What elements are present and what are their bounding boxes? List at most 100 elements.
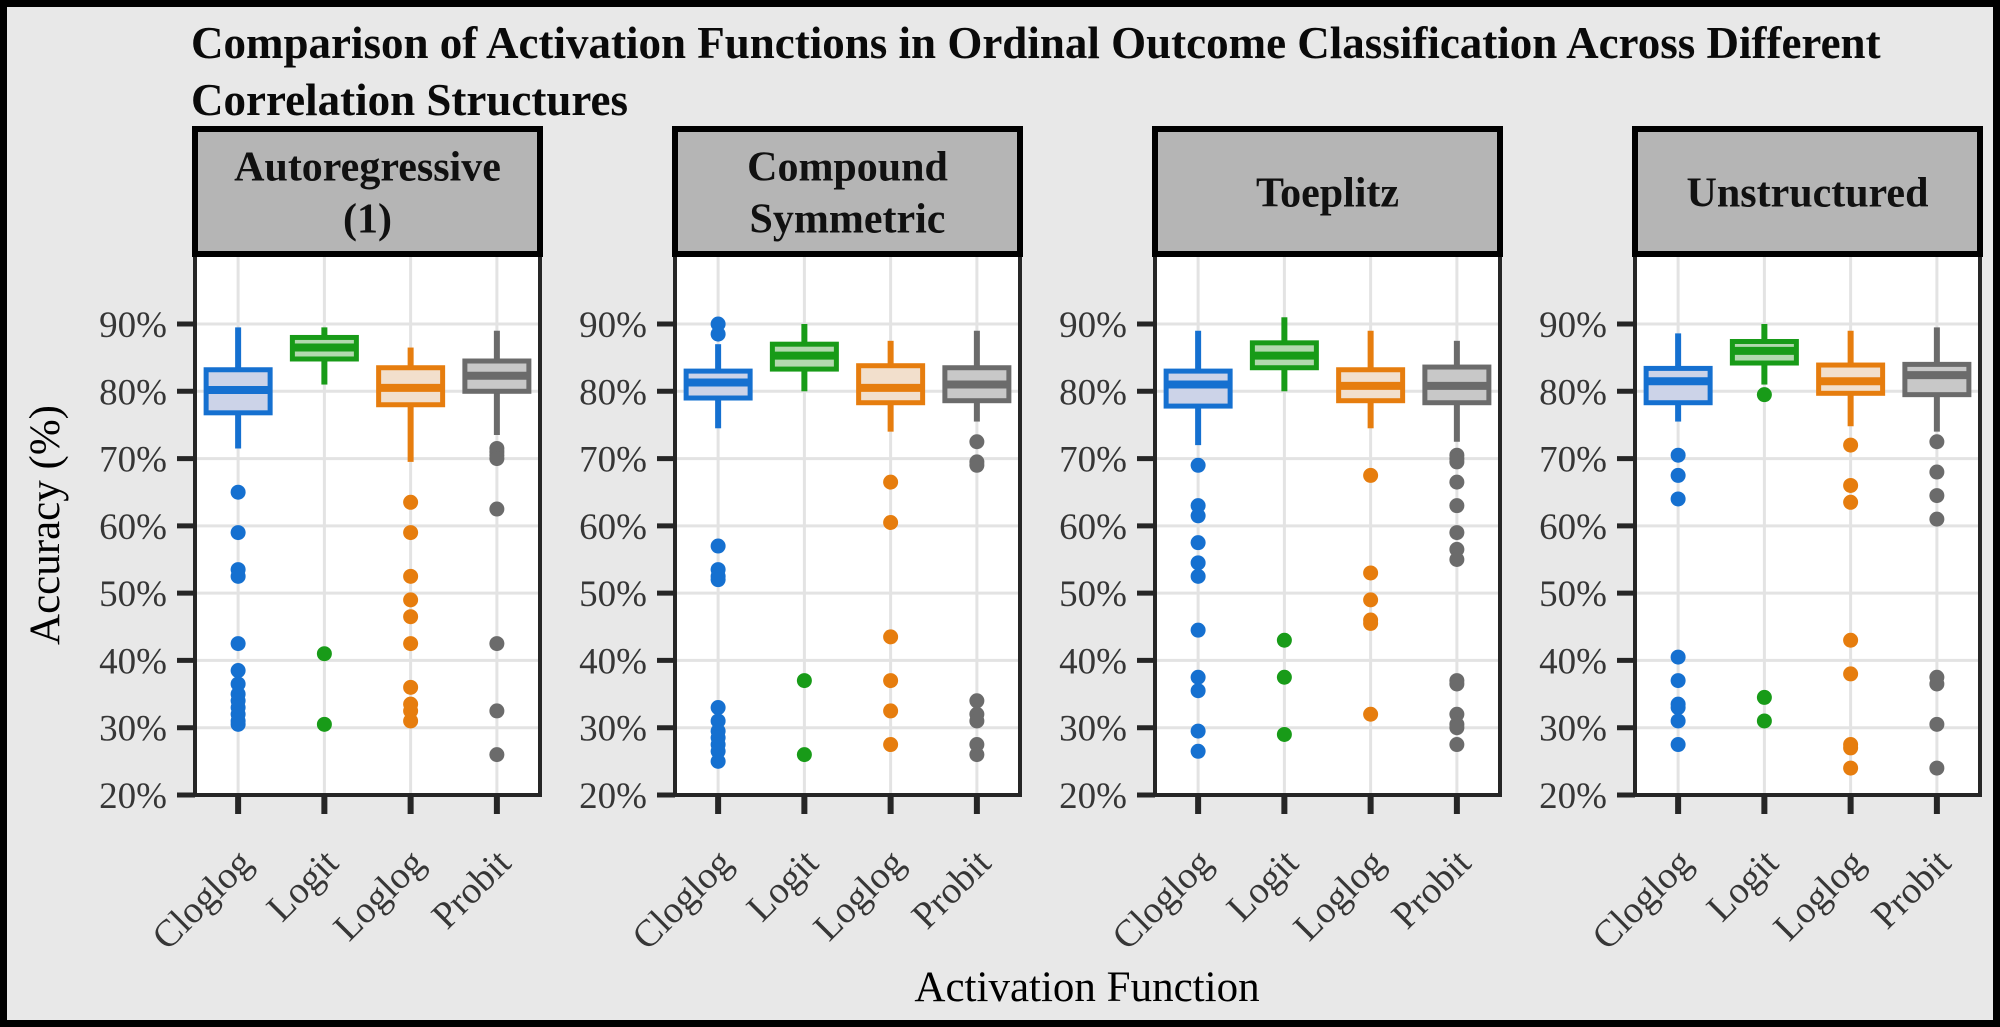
y-tick-label: 50% (1059, 574, 1127, 615)
outlier-dot (1843, 666, 1859, 682)
outlier-dot (883, 629, 899, 645)
y-tick-label: 30% (1059, 709, 1127, 750)
iqr-box (1163, 368, 1233, 409)
outlier-dot (1929, 488, 1945, 504)
outlier-dot (969, 693, 985, 709)
facet-strip (1632, 126, 1983, 257)
outlier-dot (969, 747, 985, 763)
outlier-dot (1670, 649, 1686, 665)
outlier-dot (489, 636, 505, 652)
y-tick-label: 70% (1059, 440, 1127, 481)
outlier-dot (1363, 592, 1379, 608)
y-tick-label: 30% (99, 709, 167, 750)
outlier-dot (796, 673, 812, 689)
facet-strip (672, 126, 1023, 257)
outlier-dot (1276, 669, 1292, 685)
y-tick-label: 40% (99, 641, 167, 682)
outlier-dot (1843, 437, 1859, 453)
outlier-dot (1190, 535, 1206, 551)
outlier-dot (1276, 632, 1292, 648)
y-tick-label: 70% (579, 440, 647, 481)
y-tick-label: 60% (99, 507, 167, 548)
y-tick-label: 90% (1539, 305, 1607, 346)
outlier-dot (1190, 683, 1206, 699)
outlier-dot (796, 747, 812, 763)
outlier-dot (230, 716, 246, 732)
boxplot-canvas: 90%80%70%60%50%40%30%20%CloglogLogitLogl… (22, 126, 1983, 1011)
outlier-dot (1670, 673, 1686, 689)
outlier-dot (403, 609, 419, 625)
outlier-dot (489, 703, 505, 719)
outlier-dot (1276, 726, 1292, 742)
outlier-dot (1670, 467, 1686, 483)
y-tick-label: 80% (1539, 372, 1607, 413)
outlier-dot (489, 451, 505, 467)
outlier-dot (316, 716, 332, 732)
outlier-dot (230, 636, 246, 652)
outlier-dot (1190, 568, 1206, 584)
y-tick-label: 30% (1539, 709, 1607, 750)
y-tick-label: 80% (1059, 372, 1127, 413)
outlier-dot (403, 494, 419, 510)
y-tick-label: 50% (579, 574, 647, 615)
outlier-dot (1756, 387, 1772, 403)
facet-strip-label: Toeplitz (1256, 171, 1399, 217)
outlier-dot (230, 663, 246, 679)
outlier-dot (1670, 713, 1686, 729)
outlier-dot (1449, 552, 1465, 567)
outlier-dot (1843, 740, 1859, 756)
facet-strip-label: (1) (343, 197, 392, 243)
chart-title: Comparison of Activation Functions in Or… (191, 18, 1881, 125)
outlier-dot (1190, 743, 1206, 759)
x-tick-label: Cloglog (144, 842, 260, 958)
outlier-dot (883, 703, 899, 719)
outlier-dot (1670, 491, 1686, 507)
outlier-dot (403, 636, 419, 652)
iqr-box (1902, 361, 1972, 398)
y-tick-label: 70% (1539, 440, 1607, 481)
outlier-dot (1843, 494, 1859, 510)
outlier-dot (1190, 622, 1206, 638)
outlier-dot (1449, 525, 1465, 541)
y-tick-label: 30% (579, 709, 647, 750)
x-tick-label: Probit (1864, 841, 1960, 937)
y-tick-label: 90% (1059, 305, 1127, 346)
outlier-dot (1756, 713, 1772, 729)
outlier-dot (1929, 760, 1945, 776)
outlier-dot (1363, 615, 1379, 631)
y-tick-label: 20% (579, 776, 647, 817)
x-tick-label: Probit (424, 841, 520, 937)
outlier-dot (1929, 716, 1945, 732)
outlier-dot (969, 457, 985, 473)
outlier-dot (1929, 464, 1945, 480)
x-tick-label: Loglog (806, 842, 913, 949)
facet-strip (1152, 126, 1503, 257)
outlier-dot (1670, 737, 1686, 753)
outlier-dot (230, 484, 246, 500)
iqr-box (1643, 365, 1713, 406)
outlier-dot (883, 474, 899, 490)
outlier-dot (1449, 474, 1465, 490)
outlier-dot (1929, 511, 1945, 527)
x-axis-title: Activation Function (914, 964, 1259, 1011)
facet-strip (192, 126, 543, 257)
outlier-dot (489, 501, 505, 517)
facet-strip-label: Compound (747, 145, 948, 191)
outlier-dot (230, 568, 246, 584)
y-tick-label: 40% (1539, 641, 1607, 682)
x-tick-label: Cloglog (1104, 842, 1220, 958)
y-tick-label: 60% (579, 507, 647, 548)
outlier-dot (1190, 669, 1206, 685)
y-tick-label: 80% (99, 372, 167, 413)
outlier-dot (710, 326, 726, 342)
y-tick-label: 50% (99, 574, 167, 615)
outlier-dot (969, 713, 985, 729)
outlier-dot (1843, 477, 1859, 493)
facet-strip-label: Autoregressive (234, 145, 501, 191)
x-tick-label: Cloglog (1584, 842, 1700, 958)
facet-strip-label: Unstructured (1687, 171, 1929, 217)
x-tick-label: Loglog (1286, 842, 1393, 949)
outlier-dot (403, 592, 419, 608)
outlier-dot (1843, 760, 1859, 776)
y-tick-label: 40% (1059, 641, 1127, 682)
